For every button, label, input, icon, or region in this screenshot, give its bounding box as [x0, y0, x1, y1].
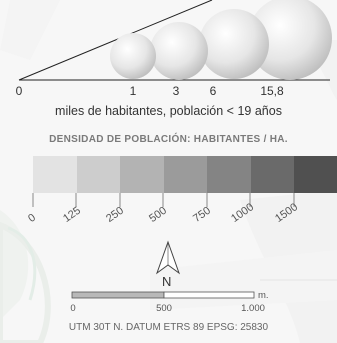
density-swatch-7 [294, 156, 337, 193]
axis-label-3: 3 [172, 84, 180, 98]
density-swatch-3 [120, 156, 164, 193]
scale-bar [71, 291, 255, 299]
bubble-6k [199, 9, 269, 79]
north-arrow-label: N [162, 274, 172, 289]
density-color-ramp [33, 156, 337, 193]
density-swatch-1 [33, 156, 77, 193]
axis-label-1: 1 [129, 84, 137, 98]
density-swatch-4 [163, 156, 207, 193]
projection-footer: UTM 30T N. DATUM ETRS 89 EPSG: 25830 [68, 322, 269, 333]
scale-label-500: 500 [156, 303, 172, 314]
legend-diagonal [18, 0, 213, 81]
scale-label-1000: 1.000 [241, 303, 265, 314]
north-arrow-icon [155, 240, 181, 275]
density-swatch-6 [250, 156, 294, 193]
axis-label-15-8: 15,8 [260, 84, 284, 98]
bubble-15-8k [248, 0, 332, 80]
density-swatch-5 [207, 156, 251, 193]
bubble-1k [110, 33, 156, 79]
population-legend-subtitle: miles de habitantes, población < 19 años [55, 104, 282, 118]
density-legend-title: DENSIDAD DE POBLACIÓN: HABITANTES / HA. [49, 134, 288, 145]
scale-unit: m. [258, 290, 269, 301]
population-bubble-legend [18, 0, 332, 81]
bubble-3k [150, 22, 208, 80]
axis-label-6: 6 [209, 84, 217, 98]
density-tick-marks [32, 193, 295, 207]
axis-label-0: 0 [15, 84, 23, 98]
scale-label-0: 0 [70, 303, 76, 314]
density-swatch-2 [76, 156, 120, 193]
